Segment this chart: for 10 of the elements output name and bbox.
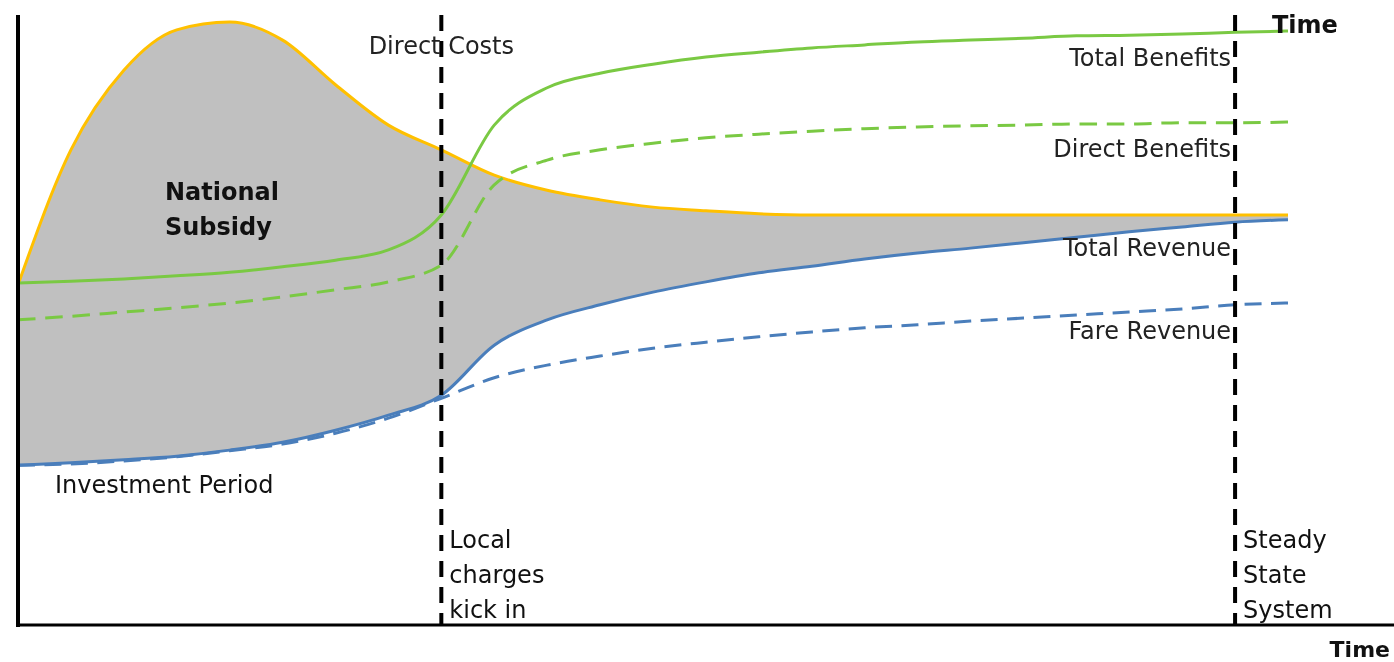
series-label: Total Benefits: [1068, 44, 1232, 73]
series-label: Fare Revenue: [1068, 316, 1232, 345]
series-label: Direct Benefits: [1053, 134, 1232, 163]
x-axis-title: Time: [1329, 637, 1390, 662]
annotation: Local charges kick in: [449, 526, 545, 624]
annotation: National Subsidy: [165, 178, 279, 241]
series-label: Total Revenue: [1061, 234, 1232, 263]
annotation: Investment Period: [55, 471, 274, 499]
annotation: Time: [1272, 11, 1338, 39]
annotation: Steady State System: [1243, 526, 1333, 624]
